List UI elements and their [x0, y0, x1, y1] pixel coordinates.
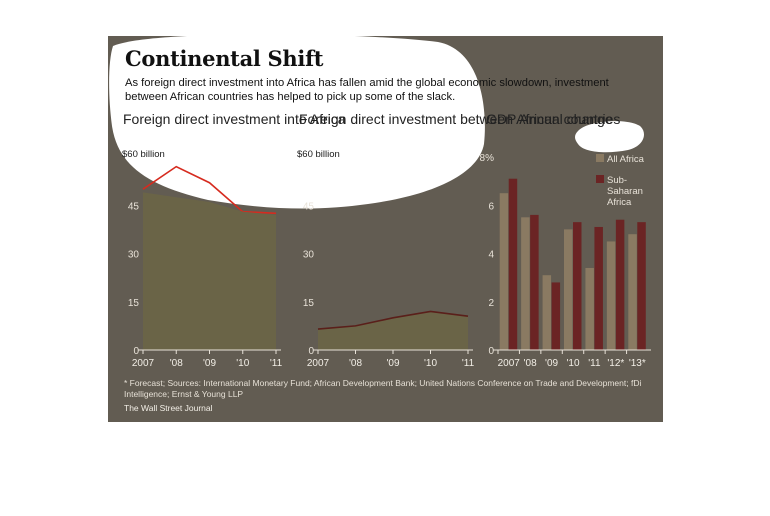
- chart1-ytick-label: 45: [128, 201, 140, 212]
- chart1-ytick-label: 0: [133, 346, 139, 357]
- chart3-xtick-label: 2007: [498, 358, 521, 369]
- highlight-overlay: [109, 36, 644, 209]
- chart3-ytick-label: 0: [488, 346, 494, 357]
- chart3-xtick-label: '10: [566, 358, 579, 369]
- chart2-series-line: [317, 310, 469, 330]
- credit: The Wall Street Journal: [124, 403, 213, 413]
- legend-label-1: Africa: [607, 197, 632, 208]
- footnote: * Forecast; Sources: International Monet…: [124, 378, 642, 399]
- chart1-xtick-label: '11: [270, 358, 283, 369]
- chart2-xtick-label: '11: [462, 358, 475, 369]
- chart2-xtick-label: 2007: [307, 358, 330, 369]
- chart1-xtick-label: '08: [170, 358, 183, 369]
- chart2-ytick-label: 30: [303, 250, 315, 261]
- chart3-bar-all-africa: [542, 275, 552, 350]
- legend-swatch-0: [596, 154, 604, 162]
- chart1-area-fill: [143, 192, 276, 350]
- chart3-xtick-label: '13*: [629, 358, 646, 369]
- chart1-xtick-label: 2007: [132, 358, 155, 369]
- legend-highlight-blob: [575, 121, 644, 153]
- chart3-ytick-label: 6: [488, 201, 494, 212]
- chart3-xtick-label: '08: [524, 358, 537, 369]
- page-subtitle: As foreign direct investment into Africa…: [125, 77, 609, 103]
- chart1-ytick-label: 30: [128, 250, 140, 261]
- chart3-xtick-label: '12*: [607, 358, 624, 369]
- chart2-xtick-label: '10: [424, 358, 437, 369]
- chart2-ytick-label: $60 billion: [297, 149, 340, 160]
- chart2-ytick-label: 0: [308, 346, 314, 357]
- chart3-bar-sub-saharan: [508, 178, 518, 350]
- chart3-bar-sub-saharan: [594, 226, 603, 350]
- chart2-ytick-label: 15: [303, 298, 315, 309]
- chart2-area-fill: [318, 311, 468, 350]
- chart2-ytick-label: 45: [303, 201, 315, 212]
- chart3-xtick-label: '09: [545, 358, 558, 369]
- chart2-title: Foreign direct investment between Africa…: [299, 111, 621, 127]
- chart3-ytick-label: 4: [488, 250, 494, 261]
- chart3-bar-all-africa: [585, 267, 594, 350]
- chart1-ytick-label: 15: [128, 298, 140, 309]
- chart1-xtick-label: '09: [203, 358, 216, 369]
- chart1-series-line: [142, 165, 277, 215]
- chart3-bar-sub-saharan: [615, 219, 625, 350]
- chart3-title: GDP Annual change: [486, 111, 613, 127]
- legend-label-1: Saharan: [607, 186, 643, 197]
- chart3-bar-sub-saharan: [573, 222, 582, 350]
- chart1-xtick-label: '10: [236, 358, 249, 369]
- chart3-bar-all-africa: [564, 229, 573, 350]
- chart2-xtick-label: '09: [386, 358, 399, 369]
- legend-swatch-1: [596, 175, 604, 183]
- legend-label-1: Sub-: [607, 175, 627, 186]
- chart-panel: Continental Shift As foreign direct inve…: [108, 36, 663, 422]
- page-title: Continental Shift: [125, 46, 324, 71]
- chart3-bar-sub-saharan: [551, 282, 561, 350]
- chart3-ytick-label: 8%: [480, 153, 495, 164]
- chart3-bar-all-africa: [606, 241, 616, 350]
- chart3-bar-all-africa: [628, 234, 637, 350]
- chart3-bar-all-africa: [521, 217, 530, 350]
- chart3-bar-sub-saharan: [530, 214, 539, 350]
- chart3-xtick-label: '11: [588, 358, 601, 369]
- chart1-title: Foreign direct investment into Africa: [123, 111, 346, 127]
- chart1-ytick-label: $60 billion: [122, 149, 165, 160]
- chart3-ytick-label: 2: [488, 298, 494, 309]
- title-highlight-blob: [109, 36, 485, 209]
- chart2-xtick-label: '08: [349, 358, 362, 369]
- chart3-bar-sub-saharan: [637, 222, 646, 350]
- legend-label-0: All Africa: [607, 154, 645, 165]
- chart3-bar-all-africa: [499, 193, 509, 350]
